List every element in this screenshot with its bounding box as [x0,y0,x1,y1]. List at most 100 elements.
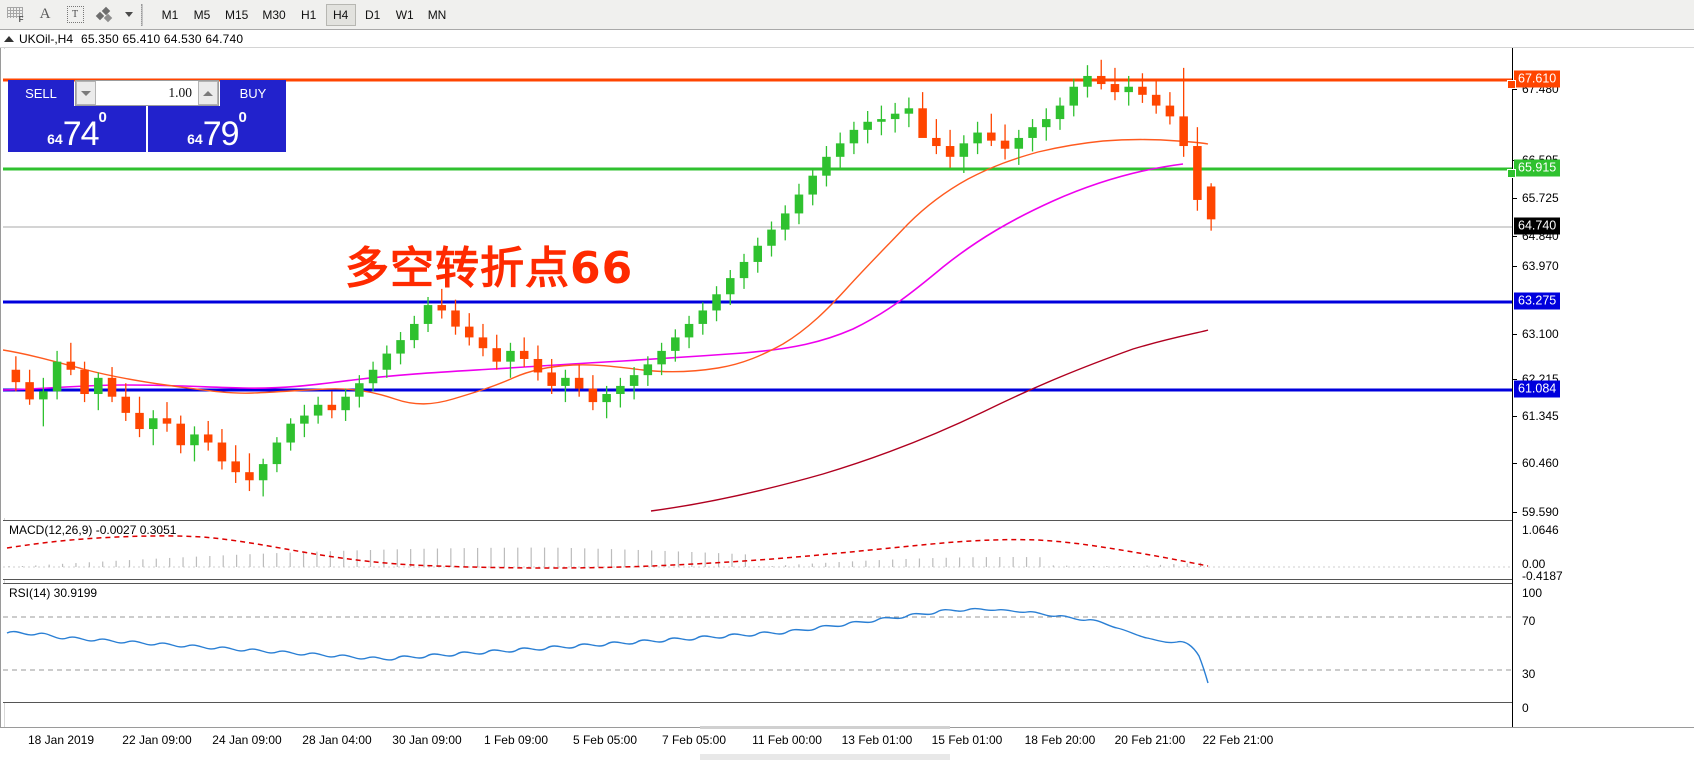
sell-button[interactable]: SELL [8,80,74,106]
candle-body [52,361,62,392]
support-line-handle[interactable] [1507,169,1516,178]
horizontal-scrollbar[interactable] [0,754,1694,784]
ma-mid-line [3,163,1184,391]
price-badge-current: 64.740 [1514,217,1561,235]
time-label-4: 30 Jan 09:00 [392,733,462,747]
rsi-line [6,607,1209,684]
text-label-icon[interactable]: T [60,2,90,28]
rsi-tick-0: 0 [1522,701,1529,715]
candle-body [533,358,543,373]
ma-slow-line [650,329,1209,512]
timeframe-m15[interactable]: M15 [225,7,249,22]
candle-body [1151,94,1161,106]
timeframe-m5[interactable]: M5 [193,7,211,22]
candle-body [217,442,227,462]
time-label-7: 7 Feb 05:00 [661,733,727,747]
time-label-2: 24 Jan 09:00 [212,733,282,747]
macd-signal-line [6,535,1209,569]
volume-stepper[interactable]: 1.00 [75,80,219,106]
price-tick-60460: 60.460 [1513,456,1559,470]
macd-pane[interactable]: MACD(12,26,9) -0.0027 0.3051 [3,520,1512,580]
candle-body [698,310,708,324]
volume-decrease-button[interactable] [76,81,96,105]
candle-body [849,129,859,144]
candle-body [423,305,433,324]
candle-body [1165,105,1175,117]
rsi-tick-100: 100 [1522,586,1543,600]
candle-body [1138,86,1147,95]
candle-body [437,305,447,311]
volume-input[interactable]: 1.00 [168,85,192,100]
candle-body [904,108,914,114]
timeframe-group: M1 M5 M15 M30 H1 H4 D1 W1 MN [154,3,453,26]
candle-body [547,372,556,386]
price-axis[interactable]: 67.480 66.595 65.725 64.840 63.970 63.10… [1512,48,1694,754]
macd-tick-max: 1.0646 [1522,523,1559,537]
buy-button[interactable]: BUY [220,80,286,106]
candle-body [478,337,488,349]
text-a-icon[interactable]: A [39,6,51,22]
candle-body [368,369,378,384]
candle-body [945,146,955,157]
candle-body [753,245,763,262]
candle-body [712,294,721,311]
objects-dropdown-icon[interactable] [120,2,136,28]
candle-body [780,213,790,230]
candle-body [808,175,817,195]
timeframe-h4[interactable]: H4 [325,3,356,26]
buy-price-main: 79 [202,114,240,153]
candle-body [94,377,103,395]
grid-f-icon[interactable]: F [0,2,30,28]
scrollbar-thumb[interactable] [700,754,950,760]
buy-price-display[interactable]: 64 79 0 [148,106,286,152]
timeframe-h1[interactable]: H1 [301,7,317,22]
time-label-1: 22 Jan 09:00 [122,733,192,747]
candle-body [1179,116,1188,147]
candle-body [767,229,776,246]
candle-body [341,396,350,411]
candle-body [135,412,144,430]
candle-body [506,350,515,362]
candle-body [918,108,927,138]
price-tick-59590: 59.590 [1513,505,1559,519]
sell-price-main: 74 [62,114,100,153]
timeframe-mn[interactable]: MN [427,7,447,22]
candle-body [574,377,584,389]
candle-body [355,383,364,397]
ma-fast-line [3,138,1209,405]
candle-body [464,326,474,338]
candle-body [25,382,34,400]
timeframe-d1[interactable]: D1 [365,7,381,22]
candle-body [835,143,845,157]
collapse-triangle-icon[interactable] [4,35,14,42]
chart-area[interactable]: UKOil-,H4 65.350 65.410 64.530 64.740 [0,30,1694,784]
rsi-tick-70: 70 [1522,614,1536,628]
one-click-trading-panel[interactable]: SELL 1.00 BUY 64 74 0 64 79 0 [8,80,286,152]
candle-body [877,119,886,122]
candle-body [671,337,680,351]
candle-body [410,323,419,341]
price-badge-support-63275: 63.275 [1514,292,1561,310]
candle-body [1206,186,1216,220]
rsi-pane[interactable]: RSI(14) 30.9199 [3,583,1512,703]
resistance-line-handle[interactable] [1507,80,1516,89]
time-axis[interactable]: 18 Jan 2019 22 Jan 09:00 24 Jan 09:00 28… [0,726,1694,754]
candle-body [643,364,653,376]
time-label-5: 1 Feb 09:00 [483,733,549,747]
volume-increase-button[interactable] [198,81,218,105]
timeframe-w1[interactable]: W1 [395,7,414,22]
candle-body [80,369,89,395]
candle-body [726,278,735,295]
candle-body [121,396,131,413]
candle-body [616,385,625,395]
sell-price-display[interactable]: 64 74 0 [8,106,146,152]
price-chart-svg [3,59,1512,512]
timeframe-m30[interactable]: M30 [262,7,286,22]
timeframe-m1[interactable]: M1 [161,7,179,22]
symbol-info-bar: UKOil-,H4 65.350 65.410 64.530 64.740 [0,30,1694,48]
candle-body [1055,105,1065,120]
objects-icon[interactable] [90,2,120,28]
macd-tick-zero: 0.00 [1522,557,1546,571]
sell-price-fraction: 0 [98,109,107,126]
